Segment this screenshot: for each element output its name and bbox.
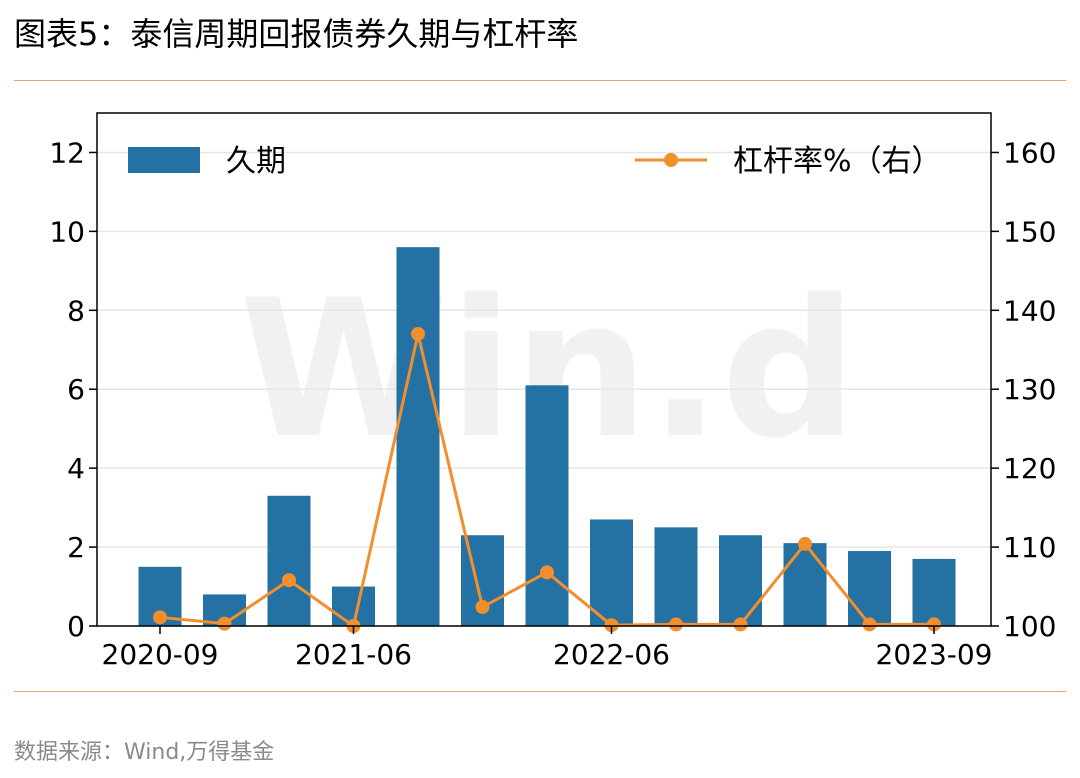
axis-layer: 0 2 4 6 8 10 12 100 110 120 130 140 150 160 2020-09 202… <box>49 112 1056 671</box>
left-tick-label: 10 <box>49 215 85 248</box>
bottom-divider <box>14 691 1066 692</box>
page-title: 图表5：泰信周期回报债券久期与杠杆率 <box>14 15 579 53</box>
bar-2022-12 <box>719 535 762 626</box>
legend: 久期 杠杆率%（右） <box>128 144 942 179</box>
leverage-point-2020-12 <box>217 616 232 631</box>
bar-2022-06 <box>590 519 633 626</box>
leverage-point-2022-12 <box>733 617 748 632</box>
left-tick-label: 6 <box>67 373 85 406</box>
leverage-point-2023-03 <box>798 536 812 551</box>
left-tick-label: 2 <box>67 531 85 564</box>
legend-swatch-bar <box>128 147 200 173</box>
leverage-point-2021-09 <box>411 326 425 341</box>
top-divider <box>14 80 1066 81</box>
right-tick-label: 130 <box>1003 373 1056 406</box>
left-tick-label: 0 <box>67 610 85 643</box>
x-tick-label: 2022-06 <box>553 638 670 671</box>
right-tick-label: 110 <box>1003 531 1056 564</box>
bar-2021-09 <box>396 247 440 626</box>
x-tick-label: 2023-09 <box>876 638 993 671</box>
left-tick-label: 12 <box>49 136 85 169</box>
bar-layer <box>138 247 956 626</box>
leverage-point-2023-09 <box>927 617 941 632</box>
bar-2023-06 <box>848 551 891 626</box>
bar-2023-03 <box>783 543 827 626</box>
legend-marker-line <box>664 153 678 167</box>
x-tick-label: 2021-06 <box>295 638 412 671</box>
leverage-point-2023-06 <box>862 617 877 632</box>
bar-2022-09 <box>654 527 698 626</box>
leverage-point-2020-09 <box>153 610 167 625</box>
right-tick-label: 120 <box>1003 452 1056 485</box>
left-tick-label: 8 <box>67 294 85 327</box>
chart: Win.d 0246810121001101201301401501602020… <box>49 112 1056 671</box>
leverage-point-2021-03 <box>282 573 296 588</box>
right-tick-label: 150 <box>1003 215 1056 248</box>
plot-frame <box>96 112 992 627</box>
line-layer <box>153 326 941 633</box>
left-tick-label: 4 <box>67 452 85 485</box>
right-tick-label: 100 <box>1003 610 1056 643</box>
legend-label-bar: 久期 <box>226 144 286 179</box>
source-note: 数据来源：Wind,万得基金 <box>14 740 275 765</box>
bar-2023-09 <box>912 558 956 626</box>
right-tick-label: 140 <box>1003 294 1056 327</box>
leverage-point-2022-06 <box>604 618 619 633</box>
leverage-point-2022-03 <box>540 565 554 580</box>
right-tick-label: 160 <box>1003 136 1056 169</box>
x-tick-label: 2020-09 <box>102 638 219 671</box>
legend-label-line: 杠杆率%（右） <box>733 144 942 179</box>
leverage-point-2022-09 <box>669 617 683 632</box>
bar-2021-03 <box>267 495 311 626</box>
bar-2022-03 <box>525 385 569 626</box>
leverage-point-2021-12 <box>475 600 490 615</box>
